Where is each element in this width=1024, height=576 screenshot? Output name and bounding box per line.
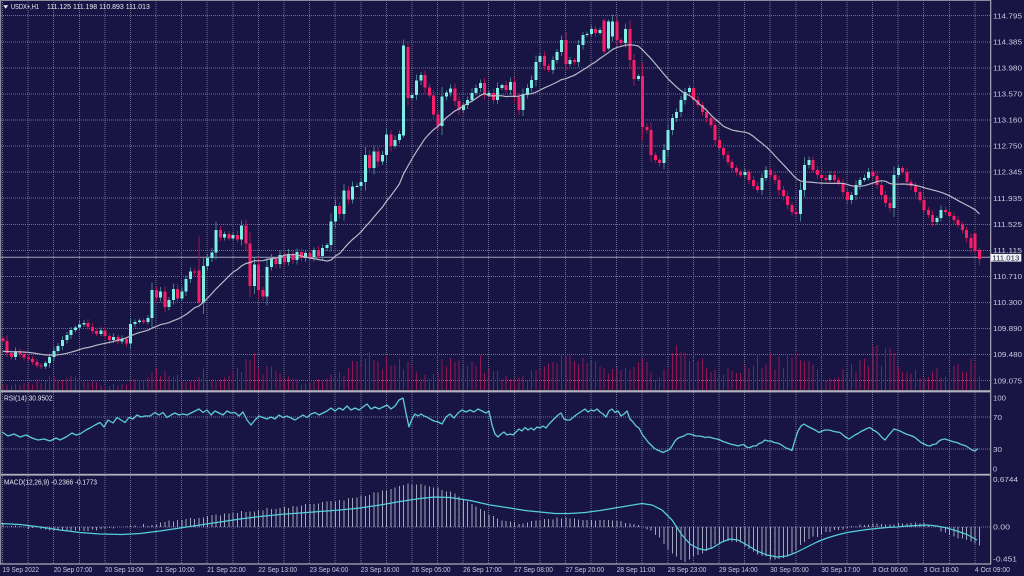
- svg-text:3 Oct 06:00: 3 Oct 06:00: [873, 565, 908, 574]
- svg-text:RSI(14) 30.9502: RSI(14) 30.9502: [4, 394, 53, 403]
- svg-text:27 Sep 20:00: 27 Sep 20:00: [566, 565, 605, 574]
- svg-text:112.345: 112.345: [993, 168, 1022, 177]
- svg-text:20 Sep 19:00: 20 Sep 19:00: [105, 565, 144, 574]
- svg-text:26 Sep 17:00: 26 Sep 17:00: [463, 565, 502, 574]
- svg-text:111.935: 111.935: [993, 194, 1022, 203]
- svg-text:23 Sep 16:00: 23 Sep 16:00: [361, 565, 400, 574]
- svg-text:111.115: 111.115: [993, 246, 1022, 255]
- svg-text:111.013: 111.013: [992, 253, 1019, 262]
- svg-text:111.525: 111.525: [993, 220, 1022, 229]
- svg-text:110.300: 110.300: [993, 298, 1022, 307]
- svg-text:109.075: 109.075: [993, 376, 1022, 385]
- svg-text:113.570: 113.570: [993, 90, 1022, 99]
- svg-text:MACD(12,26,9) -0.2366 -0.1773: MACD(12,26,9) -0.2366 -0.1773: [4, 477, 97, 486]
- svg-text:3 Oct 18:00: 3 Oct 18:00: [924, 565, 959, 574]
- svg-text:29 Sep 14:00: 29 Sep 14:00: [719, 565, 758, 574]
- svg-text:21 Sep 10:00: 21 Sep 10:00: [156, 565, 195, 574]
- svg-text:113.980: 113.980: [993, 63, 1022, 72]
- svg-text:112.750: 112.750: [993, 142, 1022, 151]
- svg-text:4 Oct 09:00: 4 Oct 09:00: [975, 565, 1010, 574]
- svg-text:109.480: 109.480: [993, 350, 1022, 359]
- svg-text:100: 100: [993, 394, 1006, 403]
- svg-text:113.160: 113.160: [993, 116, 1022, 125]
- svg-text:30 Sep 05:00: 30 Sep 05:00: [770, 565, 809, 574]
- svg-text:30: 30: [993, 445, 1002, 454]
- svg-text:0.6744: 0.6744: [993, 475, 1018, 484]
- svg-text:114.385: 114.385: [993, 37, 1022, 46]
- svg-text:28 Sep 11:00: 28 Sep 11:00: [617, 565, 656, 574]
- svg-text:110.710: 110.710: [993, 272, 1022, 281]
- svg-text:22 Sep 13:00: 22 Sep 13:00: [258, 565, 297, 574]
- svg-text:0: 0: [993, 465, 997, 474]
- svg-text:28 Sep 23:00: 28 Sep 23:00: [668, 565, 707, 574]
- svg-text:0.00: 0.00: [993, 523, 1010, 532]
- svg-text:27 Sep 08:00: 27 Sep 08:00: [514, 565, 553, 574]
- svg-text:111.125 111.198 110.893 111.01: 111.125 111.198 110.893 111.013: [47, 2, 150, 11]
- svg-text:20 Sep 07:00: 20 Sep 07:00: [54, 565, 93, 574]
- svg-text:21 Sep 22:00: 21 Sep 22:00: [207, 565, 246, 574]
- svg-text:26 Sep 05:00: 26 Sep 05:00: [412, 565, 451, 574]
- svg-text:114.795: 114.795: [993, 11, 1022, 20]
- svg-text:19 Sep 2022: 19 Sep 2022: [3, 565, 40, 574]
- svg-text:30 Sep 17:00: 30 Sep 17:00: [821, 565, 860, 574]
- svg-text:109.890: 109.890: [993, 324, 1022, 333]
- svg-text:70: 70: [993, 413, 1002, 422]
- svg-text:-0.451: -0.451: [993, 554, 1017, 563]
- svg-text:USDX+,H1: USDX+,H1: [11, 2, 39, 11]
- svg-text:23 Sep 04:00: 23 Sep 04:00: [310, 565, 349, 574]
